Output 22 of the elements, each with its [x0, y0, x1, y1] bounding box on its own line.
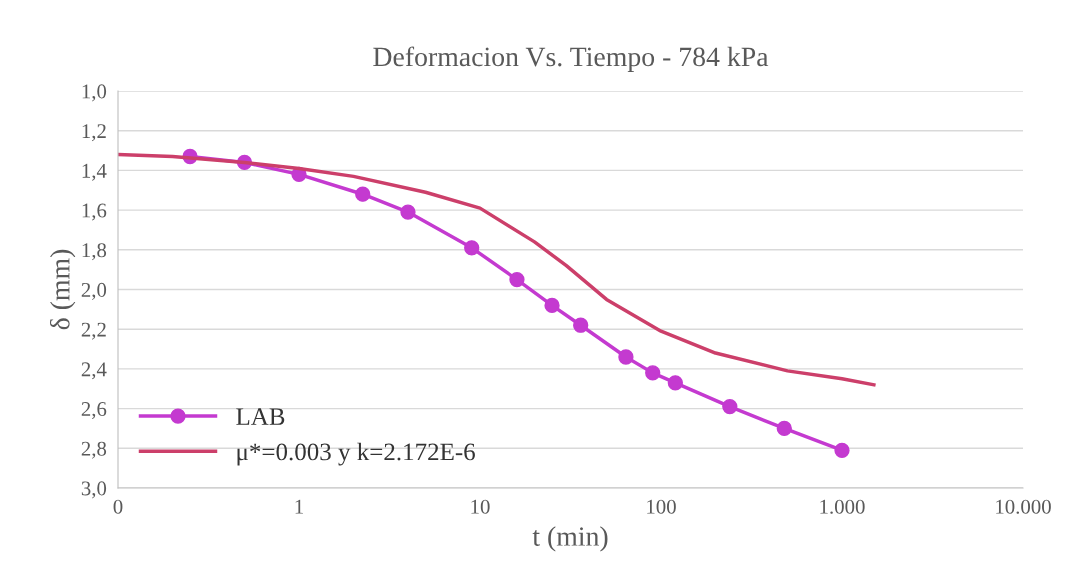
- chart-title: Deformacion Vs. Tiempo - 784 kPa: [373, 46, 769, 72]
- x-tick-label: 1: [295, 499, 303, 514]
- legend-label: μ*=0.003 y k=2.172E-6: [237, 442, 475, 466]
- y-tick-label: 2,6: [81, 402, 107, 420]
- x-axis-title: t (min): [532, 526, 608, 552]
- y-tick-label: 1,0: [82, 84, 107, 102]
- y-tick-label: 3,0: [81, 481, 107, 499]
- y-tick-label: 1,2: [82, 124, 106, 142]
- y-tick-label: 1,4: [82, 163, 107, 181]
- y-tick-label: 1,8: [82, 243, 107, 261]
- x-tick-label: 0: [113, 499, 123, 514]
- y-tick-label: 2,0: [81, 282, 107, 300]
- x-tick-label: 100: [647, 499, 676, 514]
- y-tick-label: 2,4: [81, 362, 107, 380]
- y-tick-label: 2,2: [81, 322, 106, 340]
- x-tick-label: 10.000: [996, 499, 1051, 514]
- y-axis-title: δ (mm): [49, 249, 76, 330]
- x-tick-label: 10: [471, 499, 490, 514]
- legend-label: LAB: [236, 408, 285, 425]
- x-tick-label: 1.000: [820, 499, 865, 514]
- y-tick-label: 2,8: [81, 441, 107, 459]
- y-tick-label: 1,6: [82, 203, 107, 221]
